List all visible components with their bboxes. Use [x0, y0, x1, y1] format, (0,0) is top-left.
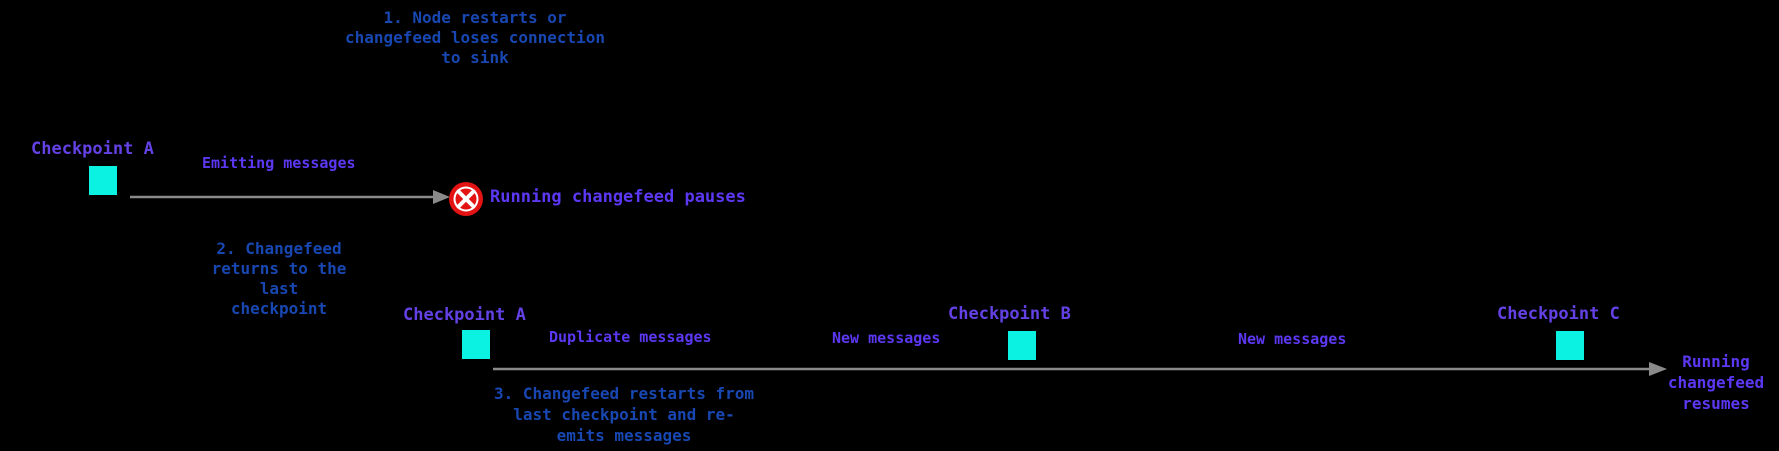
new-messages-label-2: New messages [1238, 330, 1347, 348]
checkpoint-a-after-label: Checkpoint A [403, 305, 526, 325]
checkpoint-c-marker [1556, 331, 1584, 360]
error-cross-icon [449, 182, 483, 216]
before-timeline-arrowhead-icon [433, 190, 450, 204]
checkpoint-b-label: Checkpoint B [948, 304, 1071, 324]
step-3-annotation: 3. Changefeed restarts from last checkpo… [493, 384, 755, 445]
new-messages-label-1: New messages [832, 329, 941, 347]
duplicate-messages-label: Duplicate messages [549, 328, 712, 346]
checkpoint-a-before-label: Checkpoint A [31, 139, 154, 159]
running-changefeed-resumes-label: Running changefeed resumes [1667, 352, 1765, 413]
running-changefeed-pauses-label: Running changefeed pauses [490, 187, 746, 207]
checkpoint-a-after-marker [462, 330, 490, 359]
checkpoint-a-before-marker [89, 166, 117, 195]
after-timeline-arrowhead-icon [1649, 362, 1667, 376]
emitting-messages-label: Emitting messages [202, 154, 356, 172]
checkpoint-c-label: Checkpoint C [1497, 304, 1620, 324]
step-2-annotation: 2. Changefeed returns to the last checkp… [211, 239, 347, 318]
step-1-annotation: 1. Node restarts or changefeed loses con… [344, 8, 606, 67]
checkpoint-b-marker [1008, 331, 1036, 360]
